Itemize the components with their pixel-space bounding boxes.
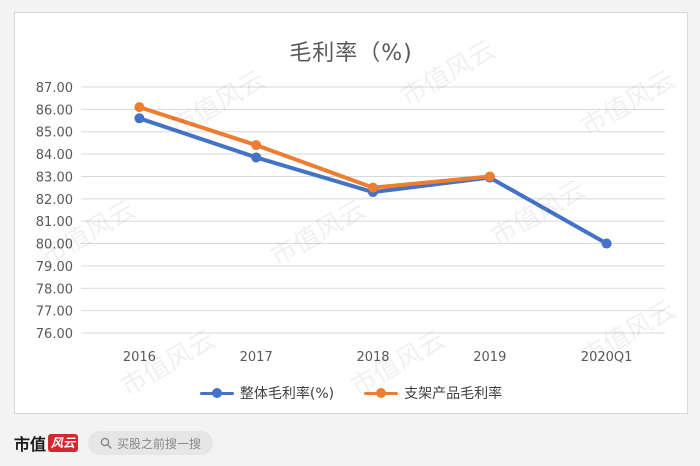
brand-logo: 市值 风云: [14, 431, 79, 455]
footer-bar: 市值 风云 买股之前搜一搜: [14, 430, 214, 456]
y-tick-label: 84.00: [36, 148, 73, 163]
y-tick-label: 80.00: [36, 238, 73, 253]
data-point-series-1: [251, 152, 262, 163]
search-placeholder: 买股之前搜一搜: [117, 436, 202, 451]
y-tick-label: 86.00: [36, 103, 73, 118]
y-tick-label: 81.00: [36, 215, 73, 230]
legend-label-series-2: 支架产品毛利率: [404, 386, 503, 402]
y-tick-label: 87.00: [36, 81, 73, 96]
legend-label-series-1: 整体毛利率(%): [239, 386, 335, 402]
y-tick-label: 79.00: [36, 260, 73, 275]
brand-mark: 风云: [48, 434, 79, 452]
x-tick-label: 2018: [356, 350, 389, 365]
series-line-1: [137, 116, 609, 246]
y-tick-label: 77.00: [36, 305, 73, 320]
y-tick-label: 83.00: [36, 170, 73, 185]
legend-item-series-2: 支架产品毛利率: [364, 383, 502, 403]
data-point-series-2: [484, 171, 495, 182]
data-point-series-2: [134, 102, 145, 113]
search-button[interactable]: 买股之前搜一搜: [88, 431, 214, 455]
x-tick-label: 2020Q1: [581, 350, 633, 365]
legend: 整体毛利率(%) 支架产品毛利率: [15, 383, 687, 403]
legend-swatch-series-1: [199, 388, 234, 398]
line-chart: 76.00 77.00 78.00 79.00 80.00 81.00 82.00 83.00…: [36, 81, 665, 365]
brand-name: 市值: [14, 435, 47, 454]
x-tick-label: 2019: [473, 350, 506, 365]
y-tick-label: 78.00: [36, 282, 73, 297]
y-tick-label: 85.00: [36, 126, 73, 141]
x-tick-label: 2016: [123, 350, 156, 365]
series-line-2: [137, 105, 492, 190]
legend-item-series-1: 整体毛利率(%): [199, 383, 335, 403]
y-tick-label: 82.00: [36, 193, 73, 208]
data-point-series-2: [251, 140, 262, 151]
chart-card: 毛利率（%) 76.00 77.00 78.00 79.00 80.00 81.00 82.…: [14, 12, 688, 414]
data-point-series-2: [368, 182, 378, 193]
search-icon: [100, 437, 112, 449]
data-point-series-1: [134, 113, 145, 124]
chart-title: 毛利率（%): [289, 41, 413, 66]
legend-swatch-series-2: [364, 388, 399, 398]
x-tick-label: 2017: [240, 350, 273, 365]
data-point-series-1: [601, 238, 612, 249]
y-tick-label: 76.00: [36, 327, 73, 342]
